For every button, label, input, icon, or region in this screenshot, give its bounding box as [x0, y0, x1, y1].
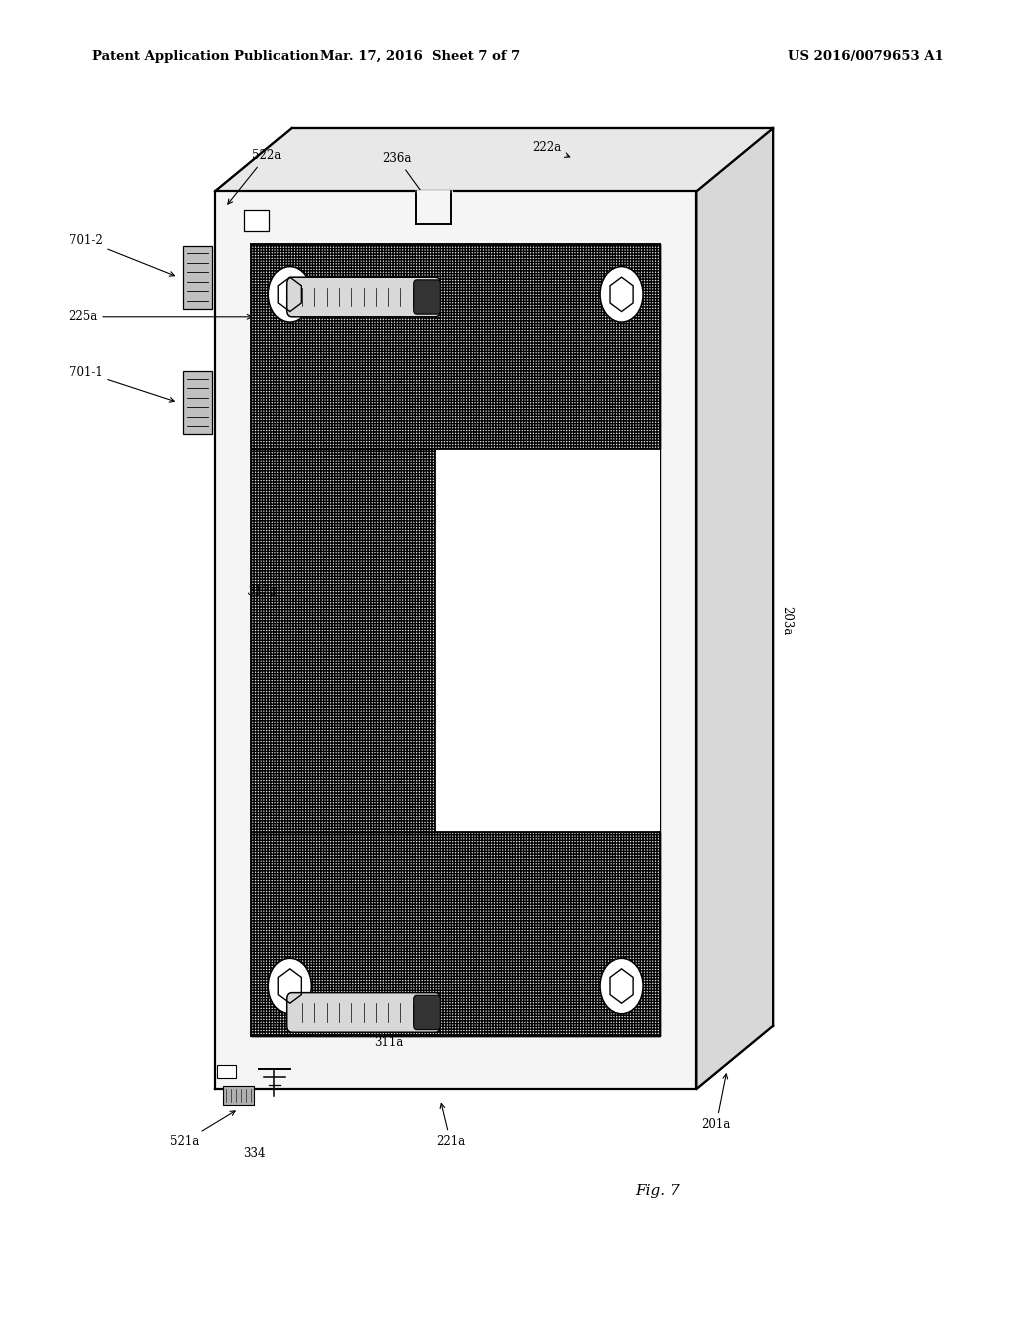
Bar	[183, 371, 212, 434]
Text: 701-1: 701-1	[69, 366, 174, 403]
Text: 521a: 521a	[170, 1111, 236, 1148]
Polygon shape	[251, 449, 435, 832]
Circle shape	[268, 267, 311, 322]
FancyBboxPatch shape	[414, 280, 440, 314]
Text: Mar. 17, 2016  Sheet 7 of 7: Mar. 17, 2016 Sheet 7 of 7	[319, 50, 520, 63]
Bar	[244, 210, 269, 231]
Polygon shape	[251, 244, 660, 1036]
Bar	[223, 1086, 254, 1105]
Text: 222a: 222a	[532, 141, 569, 157]
Text: 221a: 221a	[436, 1104, 465, 1148]
Text: 312a: 312a	[326, 251, 360, 276]
FancyBboxPatch shape	[287, 993, 440, 1032]
Text: Fig. 7: Fig. 7	[635, 1184, 680, 1197]
Text: 317a: 317a	[248, 585, 278, 598]
Polygon shape	[215, 128, 773, 191]
Bar	[416, 191, 451, 224]
Text: 350a: 350a	[568, 568, 598, 603]
Polygon shape	[215, 191, 696, 1089]
Polygon shape	[435, 449, 660, 832]
Text: Patent Application Publication: Patent Application Publication	[92, 50, 318, 63]
Bar	[217, 1065, 236, 1078]
Bar	[183, 246, 212, 309]
Polygon shape	[251, 832, 660, 1036]
Polygon shape	[251, 244, 660, 449]
Text: 522a: 522a	[227, 149, 282, 205]
Text: 311a: 311a	[368, 1032, 403, 1049]
Polygon shape	[696, 128, 773, 1089]
Circle shape	[600, 267, 643, 322]
Text: 203a: 203a	[780, 606, 794, 635]
Text: 236a: 236a	[383, 152, 431, 205]
FancyBboxPatch shape	[414, 995, 440, 1030]
Text: US 2016/0079653 A1: US 2016/0079653 A1	[788, 50, 944, 63]
FancyBboxPatch shape	[287, 277, 440, 317]
Text: 701-2: 701-2	[69, 234, 174, 276]
Circle shape	[600, 958, 643, 1014]
Circle shape	[268, 958, 311, 1014]
Text: 334: 334	[243, 1147, 265, 1160]
Text: 201a: 201a	[701, 1074, 731, 1131]
Text: 225a: 225a	[68, 310, 252, 323]
